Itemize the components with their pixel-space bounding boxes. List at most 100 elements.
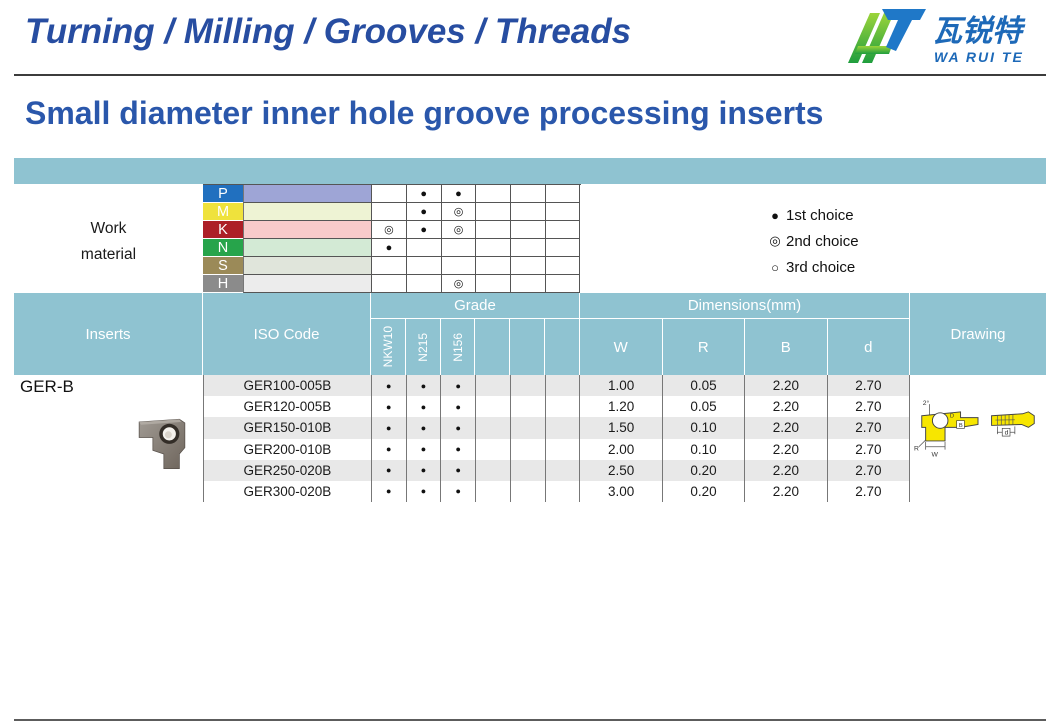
iso-code-cell: GER120-005B bbox=[204, 396, 372, 417]
page-title: Small diameter inner hole groove process… bbox=[25, 95, 823, 132]
dimension-cell: 0.10 bbox=[663, 439, 745, 460]
grade-mark-cell bbox=[476, 439, 511, 460]
grade-mark-cell bbox=[546, 396, 581, 417]
dimension-cell: 0.05 bbox=[663, 375, 745, 396]
material-mark-cell bbox=[475, 185, 510, 203]
svg-text:2°: 2° bbox=[923, 399, 930, 407]
dimension-cell: 0.10 bbox=[663, 417, 745, 438]
material-band bbox=[243, 275, 371, 293]
legend-label: 1st choice bbox=[786, 207, 854, 224]
header-dimensions: Dimensions(mm) bbox=[580, 293, 909, 319]
insert-photo bbox=[130, 411, 194, 475]
grade-col-label: NKW10 bbox=[381, 326, 395, 367]
work-material-row: N● bbox=[203, 239, 581, 257]
grade-mark-cell bbox=[511, 417, 546, 438]
dimension-cell: 2.20 bbox=[745, 375, 827, 396]
dimension-cell: 2.70 bbox=[828, 417, 910, 438]
material-letter: H bbox=[203, 275, 243, 293]
grade-mark-cell bbox=[476, 396, 511, 417]
logo-chinese: 瓦锐特 bbox=[932, 15, 1026, 48]
grade-mark-cell bbox=[511, 460, 546, 481]
material-mark-cell bbox=[545, 203, 580, 221]
dim-col-header: R bbox=[663, 319, 746, 375]
dimension-cell: 2.20 bbox=[745, 460, 827, 481]
dimension-cell: 2.70 bbox=[828, 439, 910, 460]
material-letter: K bbox=[203, 221, 243, 239]
dimension-cell: 2.20 bbox=[745, 396, 827, 417]
material-mark-cell bbox=[510, 185, 545, 203]
material-mark-cell: ● bbox=[441, 185, 476, 203]
material-mark-cell bbox=[441, 239, 476, 257]
grade-col-label: N215 bbox=[416, 333, 430, 362]
company-logo: 瓦锐特 WA RUI TE bbox=[838, 5, 1050, 71]
grade-mark-cell: ● bbox=[441, 417, 476, 438]
grade-col-header: NKW10 bbox=[371, 319, 406, 375]
grade-mark-cell bbox=[511, 396, 546, 417]
grade-mark-cell bbox=[511, 481, 546, 502]
dimension-cell: 1.00 bbox=[580, 375, 662, 396]
legend-label: 3rd choice bbox=[786, 259, 855, 276]
dimension-cell: 2.20 bbox=[745, 417, 827, 438]
grade-mark-cell bbox=[476, 417, 511, 438]
material-mark-cell bbox=[510, 221, 545, 239]
grade-mark-cell: ● bbox=[372, 396, 407, 417]
page-header-title: Turning / Milling / Grooves / Threads bbox=[25, 12, 631, 52]
dimension-cell: 0.20 bbox=[663, 460, 745, 481]
dimension-cell: 0.05 bbox=[663, 396, 745, 417]
dimension-cell: 2.70 bbox=[828, 375, 910, 396]
dimension-cell: 0.20 bbox=[663, 481, 745, 502]
inserts-cell: GER-B bbox=[14, 375, 203, 502]
header-drawing: Drawing bbox=[910, 293, 1046, 375]
grade-mark-cell: ● bbox=[441, 396, 476, 417]
material-mark-cell bbox=[406, 275, 441, 293]
material-mark-cell bbox=[406, 257, 441, 275]
material-mark-cell: ● bbox=[406, 203, 441, 221]
iso-code-cell: GER300-020B bbox=[204, 481, 372, 502]
legend-item: ●1st choice bbox=[764, 202, 859, 228]
material-mark-cell bbox=[475, 239, 510, 257]
legend-symbol: ◎ bbox=[764, 233, 786, 249]
grade-mark-cell: ● bbox=[441, 375, 476, 396]
svg-text:W: W bbox=[931, 451, 938, 458]
technical-drawing: 2° D B R W bbox=[914, 393, 1042, 485]
material-mark-cell bbox=[475, 203, 510, 221]
dimension-cell: 2.20 bbox=[745, 439, 827, 460]
material-mark-cell bbox=[545, 221, 580, 239]
header-iso-code: ISO Code bbox=[203, 293, 371, 375]
material-mark-cell bbox=[371, 275, 406, 293]
dimension-cell: 2.50 bbox=[580, 460, 662, 481]
material-mark-cell: ◎ bbox=[441, 203, 476, 221]
grade-mark-cell bbox=[546, 417, 581, 438]
material-band bbox=[243, 221, 371, 239]
material-mark-cell bbox=[545, 185, 580, 203]
iso-code-cell: GER100-005B bbox=[204, 375, 372, 396]
dimension-cell: 1.50 bbox=[580, 417, 662, 438]
grade-mark-cell: ● bbox=[441, 481, 476, 502]
grade-mark-cell bbox=[476, 375, 511, 396]
grade-mark-cell: ● bbox=[372, 439, 407, 460]
material-mark-cell: ● bbox=[371, 239, 406, 257]
dimension-cell: 2.00 bbox=[580, 439, 662, 460]
grade-mark-cell bbox=[546, 439, 581, 460]
material-letter: M bbox=[203, 203, 243, 221]
material-band bbox=[243, 239, 371, 257]
iso-code-cell: GER200-010B bbox=[204, 439, 372, 460]
grade-mark-cell bbox=[511, 439, 546, 460]
iso-code-cell: GER250-020B bbox=[204, 460, 372, 481]
material-mark-cell: ◎ bbox=[441, 221, 476, 239]
dim-col-header: B bbox=[745, 319, 828, 375]
grade-mark-cell bbox=[546, 375, 581, 396]
material-band bbox=[243, 203, 371, 221]
dimension-cell: 2.20 bbox=[745, 481, 827, 502]
grade-mark-cell bbox=[546, 460, 581, 481]
